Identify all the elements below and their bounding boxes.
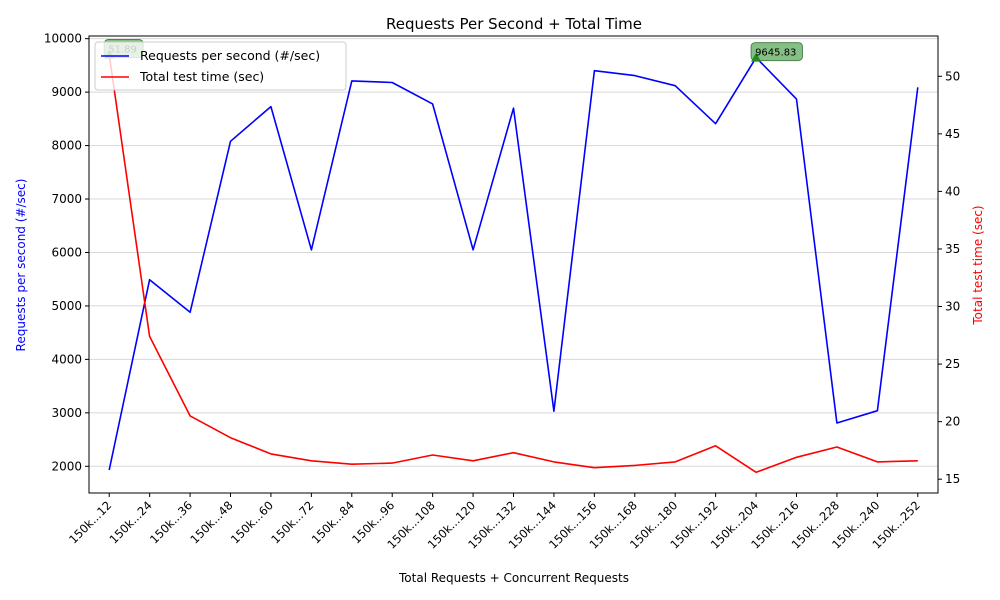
y-axis-left-label: Requests per second (#/sec) — [14, 179, 28, 352]
gridlines — [89, 38, 938, 467]
right-tick-label: 30 — [945, 300, 960, 314]
x-tick-label: 150k...12 — [66, 498, 114, 546]
left-axis-ticks: 2000 3000 4000 5000 6000 7000 8000 9000 10000 — [44, 32, 89, 473]
right-tick-label: 20 — [945, 415, 960, 429]
series-lines — [108, 54, 919, 474]
legend-box — [94, 41, 347, 91]
x-tick-label: 150k...24 — [107, 498, 155, 546]
left-tick-label: 5000 — [51, 299, 82, 313]
right-tick-label: 45 — [945, 127, 960, 141]
left-tick-label: 7000 — [51, 192, 82, 206]
x-axis-label: Total Requests + Concurrent Requests — [398, 571, 629, 585]
series-line-1 — [108, 54, 918, 474]
left-tick-label: 3000 — [51, 406, 82, 420]
x-tick-label: 150k...60 — [228, 498, 276, 546]
left-tick-label: 8000 — [51, 139, 82, 153]
legend: Requests per second (#/sec) Total test t… — [94, 41, 347, 91]
series-line-0 — [108, 56, 919, 471]
legend-label-rps: Requests per second (#/sec) — [140, 48, 320, 63]
right-tick-label: 15 — [945, 472, 960, 486]
chart-title: Requests Per Second + Total Time — [386, 15, 642, 33]
x-axis-ticks: 150k...12150k...24150k...36150k...48150k… — [66, 493, 923, 552]
annotation: 9645.83 — [750, 42, 803, 62]
right-tick-label: 50 — [945, 69, 960, 83]
right-axis-ticks: 15 20 25 30 35 40 45 50 — [938, 69, 960, 486]
left-tick-label: 4000 — [51, 352, 82, 366]
left-tick-label: 10000 — [44, 32, 82, 46]
legend-label-time: Total test time (sec) — [139, 69, 264, 84]
annotation-marker — [751, 52, 762, 62]
right-tick-label: 40 — [945, 184, 960, 198]
annotation-label: 9645.83 — [755, 48, 796, 59]
right-tick-label: 25 — [945, 357, 960, 371]
x-tick-label: 150k...84 — [309, 498, 357, 546]
left-tick-label: 6000 — [51, 245, 82, 259]
right-tick-label: 35 — [945, 242, 960, 256]
x-tick-label: 150k...36 — [147, 498, 195, 546]
plot-frame — [88, 35, 939, 494]
annotation-box — [750, 42, 803, 62]
left-tick-label: 9000 — [51, 85, 82, 99]
x-tick-label: 150k...72 — [268, 498, 316, 546]
left-tick-label: 2000 — [51, 459, 82, 473]
x-tick-label: 150k...48 — [187, 498, 235, 546]
y-axis-right-label: Total test time (sec) — [971, 205, 985, 325]
